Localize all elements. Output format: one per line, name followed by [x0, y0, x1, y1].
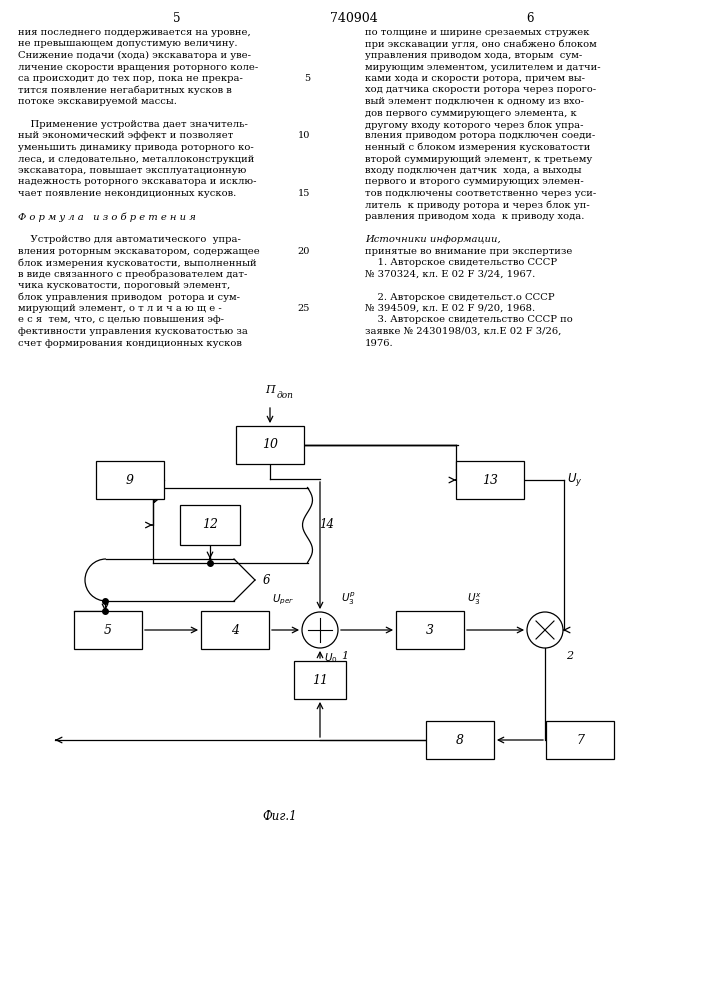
Text: равления приводом хода  к приводу хода.: равления приводом хода к приводу хода.	[365, 212, 585, 221]
Text: вления роторным экскаватором, содержащее: вления роторным экскаватором, содержащее	[18, 246, 259, 255]
Text: 4: 4	[231, 624, 239, 637]
Bar	[396, 611, 464, 649]
Text: входу подключен датчик  хода, а выходы: входу подключен датчик хода, а выходы	[365, 166, 581, 175]
Text: 1. Авторское свидетельство СССР: 1. Авторское свидетельство СССР	[365, 258, 557, 267]
Text: Ф о р м у л а   и з о б р е т е н и я: Ф о р м у л а и з о б р е т е н и я	[18, 212, 196, 222]
Circle shape	[527, 612, 563, 648]
Text: Снижение подачи (хода) экскаватора и уве-: Снижение подачи (хода) экскаватора и уве…	[18, 51, 251, 60]
Text: 1976.: 1976.	[365, 338, 394, 348]
Text: в виде связанного с преобразователем дат-: в виде связанного с преобразователем дат…	[18, 269, 247, 279]
Text: 11: 11	[312, 674, 328, 686]
Bar	[546, 721, 614, 759]
Text: вый элемент подключен к одному из вхо-: вый элемент подключен к одному из вхо-	[365, 97, 584, 106]
Text: 10: 10	[298, 131, 310, 140]
Text: Применение устройства дает значитель-: Применение устройства дает значитель-	[18, 120, 248, 129]
Text: Устройство для автоматического  упра-: Устройство для автоматического упра-	[18, 235, 241, 244]
Text: 15: 15	[298, 189, 310, 198]
Text: ками хода и скорости ротора, причем вы-: ками хода и скорости ротора, причем вы-	[365, 74, 585, 83]
Text: леса, и следовательно, металлоконструкций: леса, и следовательно, металлоконструкци…	[18, 154, 255, 163]
Text: вления приводом ротора подключен соеди-: вления приводом ротора подключен соеди-	[365, 131, 595, 140]
Text: 10: 10	[262, 438, 278, 452]
Text: при экскавации угля, оно снабжено блоком: при экскавации угля, оно снабжено блоком	[365, 39, 597, 49]
Text: чика кусковатости, пороговый элемент,: чика кусковатости, пороговый элемент,	[18, 281, 230, 290]
Text: № 394509, кл. Е 02 F 9/20, 1968.: № 394509, кл. Е 02 F 9/20, 1968.	[365, 304, 535, 313]
Text: ный экономический эффект и позволяет: ный экономический эффект и позволяет	[18, 131, 233, 140]
Text: дов первого суммирующего элемента, к: дов первого суммирующего элемента, к	[365, 108, 577, 117]
Text: принятые во внимание при экспертизе: принятые во внимание при экспертизе	[365, 246, 573, 255]
Text: П: П	[265, 385, 275, 395]
Text: $U_0$: $U_0$	[324, 651, 338, 665]
Text: литель  к приводу ротора и через блок уп-: литель к приводу ротора и через блок уп-	[365, 200, 590, 210]
Text: 740904: 740904	[330, 12, 378, 25]
Text: $U_y$: $U_y$	[567, 472, 583, 488]
Text: 1: 1	[341, 651, 348, 661]
Text: ход датчика скорости ротора через порого-: ход датчика скорости ротора через порого…	[365, 86, 596, 95]
Text: доп: доп	[277, 391, 294, 400]
Text: $U_3^x$: $U_3^x$	[467, 592, 481, 607]
Text: 12: 12	[202, 518, 218, 532]
Text: чает появление некондиционных кусков.: чает появление некондиционных кусков.	[18, 189, 236, 198]
Text: уменьшить динамику привода роторного ко-: уменьшить динамику привода роторного ко-	[18, 143, 254, 152]
Text: по толщине и ширине срезаемых стружек: по толщине и ширине срезаемых стружек	[365, 28, 590, 37]
Text: другому входу которого через блок упра-: другому входу которого через блок упра-	[365, 120, 583, 129]
Circle shape	[302, 612, 338, 648]
Text: 5: 5	[304, 74, 310, 83]
Text: потоке экскавируемой массы.: потоке экскавируемой массы.	[18, 97, 177, 106]
Text: № 370324, кл. Е 02 F 3/24, 1967.: № 370324, кл. Е 02 F 3/24, 1967.	[365, 269, 535, 278]
Text: тов подключены соответственно через уси-: тов подключены соответственно через уси-	[365, 189, 596, 198]
Text: первого и второго суммирующих элемен-: первого и второго суммирующих элемен-	[365, 178, 584, 186]
Bar	[96, 461, 164, 499]
Text: 14: 14	[320, 518, 334, 532]
Text: $U_3^p$: $U_3^p$	[341, 590, 356, 607]
Text: тится появление негабаритных кусков в: тится появление негабаритных кусков в	[18, 86, 232, 95]
Text: 6: 6	[526, 12, 534, 25]
Text: блок измерения кусковатости, выполненный: блок измерения кусковатости, выполненный	[18, 258, 257, 267]
Text: 3. Авторское свидетельство СССР по: 3. Авторское свидетельство СССР по	[365, 316, 573, 324]
Text: мирующим элементом, усилителем и датчи-: мирующим элементом, усилителем и датчи-	[365, 62, 601, 72]
Text: $U_{рег}$: $U_{рег}$	[272, 593, 295, 607]
Text: 6: 6	[263, 574, 271, 586]
Text: управления приводом хода, вторым  сум-: управления приводом хода, вторым сум-	[365, 51, 583, 60]
Text: блок управления приводом  ротора и сум-: блок управления приводом ротора и сум-	[18, 292, 240, 302]
Text: заявке № 2430198/03, кл.Е 02 F 3/26,: заявке № 2430198/03, кл.Е 02 F 3/26,	[365, 327, 561, 336]
Text: 5: 5	[104, 624, 112, 637]
Text: экскаватора, повышает эксплуатационную: экскаватора, повышает эксплуатационную	[18, 166, 246, 175]
Bar	[426, 721, 494, 759]
Bar	[236, 426, 304, 464]
Text: 9: 9	[126, 474, 134, 487]
Text: 5: 5	[173, 12, 181, 25]
Bar	[180, 505, 240, 545]
Text: ненный с блоком измерения кусковатости: ненный с блоком измерения кусковатости	[365, 143, 590, 152]
Text: 2. Авторское свидетельст.о СССР: 2. Авторское свидетельст.о СССР	[365, 292, 554, 302]
Text: не превышающем допустимую величину.: не превышающем допустимую величину.	[18, 39, 238, 48]
Text: са происходит до тех пор, пока не прекра-: са происходит до тех пор, пока не прекра…	[18, 74, 243, 83]
Bar	[294, 661, 346, 699]
Text: мирующий элемент, о т л и ч а ю щ е -: мирующий элемент, о т л и ч а ю щ е -	[18, 304, 222, 313]
Text: е с я  тем, что, с целью повышения эф-: е с я тем, что, с целью повышения эф-	[18, 316, 224, 324]
Bar	[201, 611, 269, 649]
Text: 20: 20	[298, 246, 310, 255]
Text: Фиг.1: Фиг.1	[263, 810, 298, 823]
Bar	[456, 461, 524, 499]
Text: 25: 25	[298, 304, 310, 313]
Text: 13: 13	[482, 474, 498, 487]
Text: 3: 3	[426, 624, 434, 637]
Text: ния последнего поддерживается на уровне,: ния последнего поддерживается на уровне,	[18, 28, 251, 37]
Text: 7: 7	[576, 734, 584, 746]
Text: 2: 2	[566, 651, 573, 661]
Text: надежность роторного экскаватора и исклю-: надежность роторного экскаватора и исклю…	[18, 178, 257, 186]
Text: фективности управления кусковатостью за: фективности управления кусковатостью за	[18, 327, 248, 336]
Text: второй суммирующий элемент, к третьему: второй суммирующий элемент, к третьему	[365, 154, 592, 163]
Text: 8: 8	[456, 734, 464, 746]
Text: личение скорости вращения роторного коле-: личение скорости вращения роторного коле…	[18, 62, 258, 72]
Text: Источники информации,: Источники информации,	[365, 235, 501, 244]
Text: счет формирования кондиционных кусков: счет формирования кондиционных кусков	[18, 338, 242, 348]
Bar	[74, 611, 142, 649]
